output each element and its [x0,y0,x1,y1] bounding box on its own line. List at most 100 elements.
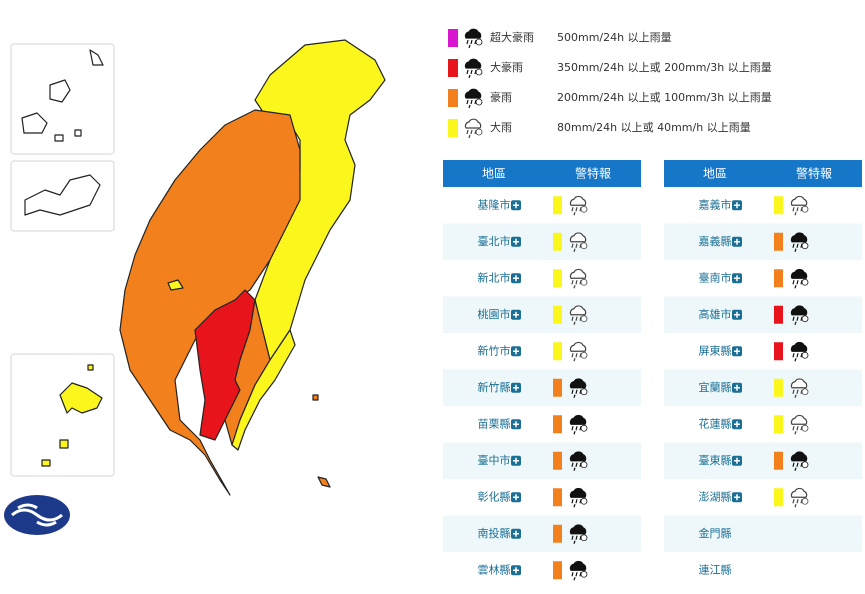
expand-button[interactable] [511,346,521,357]
region-name[interactable]: 臺北市 [478,234,511,248]
rain-icon [464,58,483,79]
region-name[interactable]: 高雄市 [699,307,732,321]
rain [792,207,803,216]
alert-swatch [774,342,783,361]
expand-button[interactable] [732,492,742,503]
region-name[interactable]: 宜蘭縣 [699,380,732,394]
plus [734,238,740,245]
region-name[interactable]: 嘉義縣 [699,234,732,248]
region-name[interactable]: 嘉義市 [699,197,732,211]
table-row [664,442,862,479]
region-name[interactable]: 臺東縣 [699,453,732,467]
expand-button[interactable] [511,528,521,539]
legend-name: 超大豪雨 [490,30,534,44]
region-name[interactable]: 南投縣 [478,526,511,540]
rain-icon [790,305,809,325]
rain-icon [790,414,809,435]
region-name[interactable]: 基隆市 [478,197,511,211]
badge [580,351,588,359]
badge [801,461,809,469]
table-row [664,406,862,443]
region-name[interactable]: 苗栗縣 [478,417,511,430]
rain-icon [790,195,809,216]
expand-button[interactable] [732,346,742,357]
cloud [790,414,808,425]
rain [571,353,582,362]
rain-icon [569,378,588,398]
rain [792,280,803,289]
expand-button[interactable] [511,382,521,393]
legend-name: 豪雨 [490,90,512,104]
alert-swatch [553,196,562,215]
expand-button[interactable] [511,273,521,284]
expand-button[interactable] [511,492,521,503]
rain-icon [464,28,483,49]
legend-name: 大豪雨 [490,60,523,74]
plus [734,348,740,355]
expand-button[interactable] [732,382,742,393]
rain-icon [464,118,483,139]
expand-button[interactable] [732,273,742,284]
expand-button[interactable] [732,419,742,430]
badge [580,315,588,323]
rain [571,462,582,471]
rain-icon [569,524,588,544]
region-name[interactable]: 澎湖縣 [699,490,732,503]
region-name[interactable]: 花蓮縣 [699,416,732,430]
alert-swatch [774,305,783,324]
cloud [569,268,587,279]
rain-icon [569,232,588,252]
region-name[interactable]: 桃園市 [478,307,511,321]
expand-button[interactable] [732,236,742,247]
expand-button[interactable] [732,455,742,466]
expand-button[interactable] [511,200,521,211]
cloud [464,58,482,69]
legend-swatch [448,89,458,107]
badge [580,278,588,286]
region-name[interactable]: 屏東縣 [699,344,732,357]
table-row [664,333,862,370]
rain-icon [569,195,588,216]
region-name[interactable]: 臺南市 [699,270,732,284]
region-name[interactable]: 新竹市 [478,343,511,357]
region-name[interactable]: 臺中市 [478,453,511,467]
badge [801,242,809,250]
rain [571,572,582,581]
rain-icon [569,414,588,435]
badge [580,205,588,213]
legend-desc: 500mm/24h 以上雨量 [557,31,672,44]
expand-button[interactable] [732,309,742,320]
rain [792,243,803,252]
table-row [664,223,862,260]
region-name[interactable]: 新竹縣 [478,380,511,394]
rain [466,129,477,139]
table-row [664,515,862,552]
alert-swatch [774,415,783,434]
expand-button[interactable] [732,200,742,211]
plus [734,384,740,391]
rain-icon [790,341,809,362]
expand-button[interactable] [511,419,521,430]
table-row [443,479,641,516]
region-name: 連江縣 [699,562,732,576]
badge [801,278,809,286]
rain-icon [464,88,483,109]
map [4,39,386,535]
expand-button[interactable] [511,236,521,247]
rain [571,499,582,508]
rain [792,353,803,362]
region-name[interactable]: 新北市 [478,270,511,284]
badge [580,497,588,505]
table-row [443,187,641,224]
region-name[interactable]: 彰化縣 [478,489,511,503]
cloud [569,378,587,389]
expand-button[interactable] [511,455,521,466]
plus [734,494,740,501]
badge [801,315,809,323]
expand-button[interactable] [511,565,521,576]
expand-button[interactable] [511,309,521,320]
table-row [443,369,641,406]
region-name[interactable]: 雲林縣 [478,562,511,576]
rain-icon [790,232,809,252]
legend-desc: 80mm/24h 以上或 40mm/h 以上雨量 [557,121,751,134]
